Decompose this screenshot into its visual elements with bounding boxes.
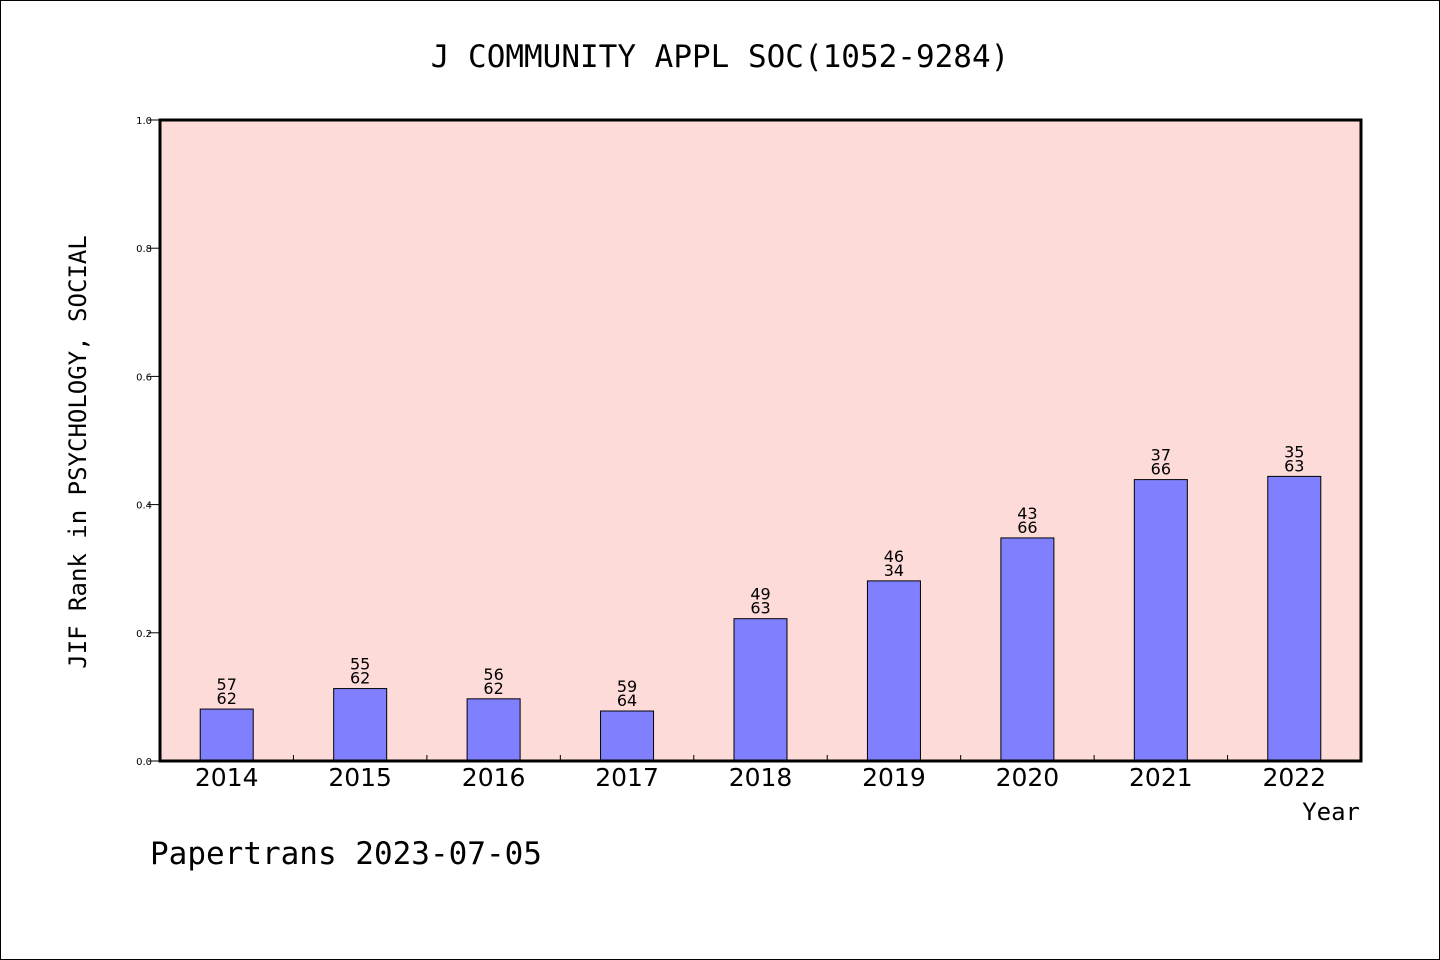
bar-rank-label: 57 [217, 675, 237, 694]
bar-total-label: 63 [750, 599, 770, 618]
x-tick-label: 2019 [862, 763, 926, 792]
bar-rank-label: 49 [750, 585, 770, 604]
bar-2017 [600, 710, 655, 762]
bar-total-label: 64 [617, 691, 637, 710]
bar-rank-label: 35 [1284, 442, 1304, 461]
bar-rank-label: 59 [617, 677, 637, 696]
x-axis-label: Year [1302, 798, 1360, 826]
x-tick-label: 2020 [996, 763, 1060, 792]
bar-2019 [866, 580, 921, 762]
bars [199, 475, 1322, 762]
bar-2014 [199, 708, 254, 762]
bar-total-label: 62 [217, 689, 237, 708]
bar-rank-label: 37 [1151, 446, 1171, 465]
x-tick-label: 2014 [195, 763, 259, 792]
bar-total-label: 34 [884, 561, 904, 580]
bar-2018 [733, 618, 788, 762]
y-tick-label: 1.0 [136, 116, 152, 127]
bar-2020 [1000, 537, 1055, 762]
bar-total-label: 66 [1151, 460, 1171, 479]
y-tick-label: 0.0 [136, 757, 152, 768]
bar-rank-label: 46 [884, 547, 904, 566]
x-tick-label: 2017 [595, 763, 659, 792]
x-tick-label: 2016 [462, 763, 526, 792]
bar-total-label: 63 [1284, 456, 1304, 475]
x-tick-label: 2018 [729, 763, 793, 792]
plot-border [158, 118, 1363, 763]
x-tick-label: 2015 [328, 763, 392, 792]
bar-rank-label: 55 [350, 655, 370, 674]
footer-text: Papertrans 2023-07-05 [150, 836, 542, 872]
y-tick-label: 0.8 [136, 244, 152, 255]
y-tick-label: 0.4 [136, 501, 152, 512]
x-tick-label: 2022 [1262, 763, 1326, 792]
bar-2021 [1133, 479, 1188, 762]
bar-total-label: 62 [483, 679, 503, 698]
y-axis-ticks: 0.0 0.2 0.4 0.6 0.8 1.0 [136, 116, 160, 768]
chart-title: J COMMUNITY APPL SOC(1052-9284) [431, 39, 1010, 75]
y-axis-label: JIF Rank in PSYCHOLOGY, SOCIAL [64, 235, 92, 668]
y-tick-label: 0.6 [136, 372, 152, 383]
bar-rank-label: 43 [1017, 504, 1037, 523]
y-tick-label: 0.2 [136, 629, 152, 640]
x-tick-label: 2021 [1129, 763, 1193, 792]
x-axis-ticks: 2014 2015 2016 2017 2018 2019 2020 2021 2022 [195, 755, 1326, 792]
bar-2022 [1267, 475, 1322, 762]
bar-2016 [466, 698, 521, 762]
bar-2015 [333, 688, 388, 762]
bar-rank-label: 56 [483, 665, 503, 684]
bar-total-label: 66 [1017, 518, 1037, 537]
bar-total-label: 62 [350, 669, 370, 688]
